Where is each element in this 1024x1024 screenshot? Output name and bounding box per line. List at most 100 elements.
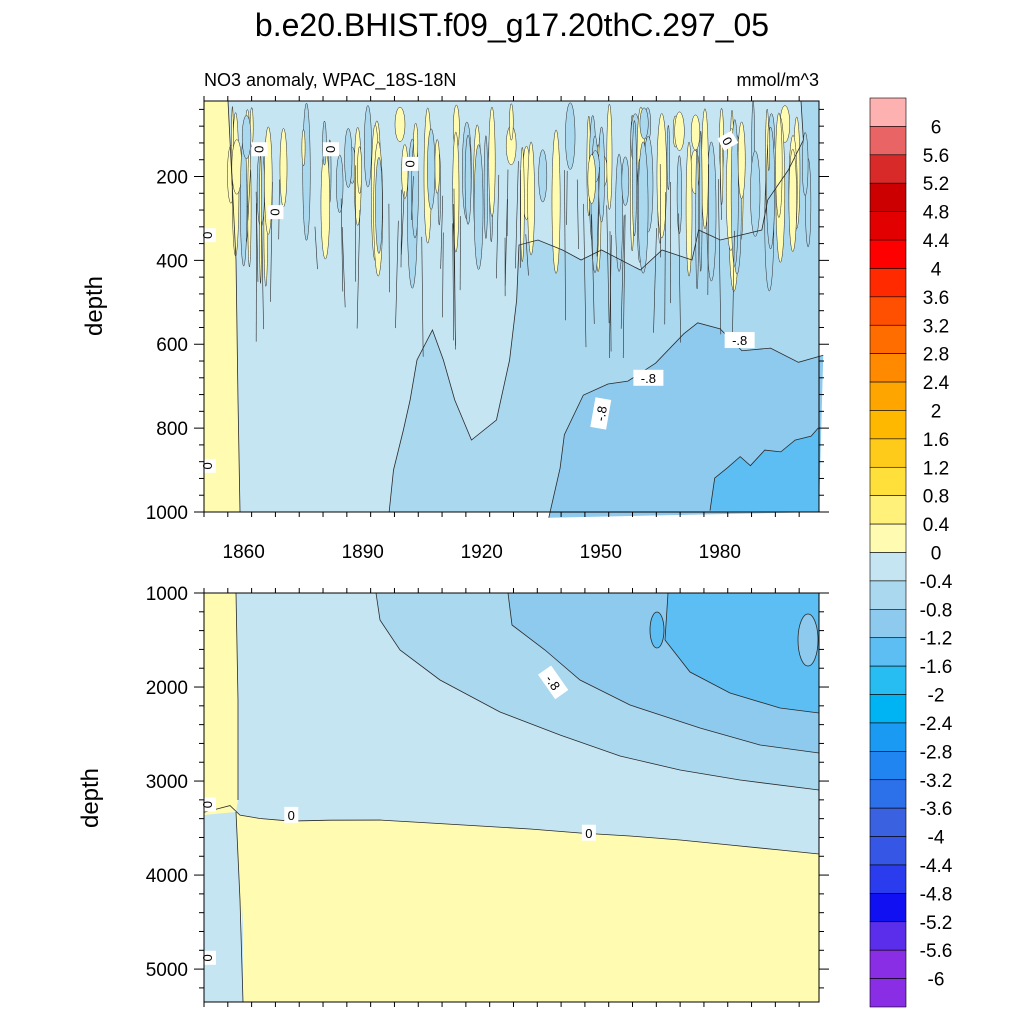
deep-streak — [591, 214, 595, 324]
contour-label-text: 0 — [585, 826, 592, 841]
surface-streak — [551, 129, 561, 274]
contour-label-box — [538, 665, 569, 700]
surface-streak — [301, 129, 306, 167]
upper-contour-panel: 0 0 0 0 0 0 0 -.8 -.8 -.8 1860 1890 1920 1950 1980 20… — [81, 96, 829, 563]
deep-streak — [732, 230, 735, 338]
deep-streak — [596, 167, 600, 257]
deep-streak — [388, 203, 390, 293]
surface-streak — [685, 141, 693, 277]
contour-label: -.8 — [538, 665, 569, 700]
colorbar-label: -1.6 — [920, 657, 953, 678]
deep-streak — [622, 214, 626, 359]
deep-streak — [440, 195, 444, 269]
x-tick-label: 1980 — [699, 542, 741, 563]
colorbar-label: 6 — [931, 117, 942, 138]
colorbar-swatch — [869, 324, 907, 354]
contour-label-box — [322, 142, 339, 157]
colorbar-label: 0.4 — [923, 515, 950, 536]
lower-contour-minus-04 — [375, 592, 820, 791]
contour-line-minus-08 — [548, 322, 824, 518]
colorbar-label: 3.2 — [923, 316, 949, 337]
surface-streak — [259, 152, 262, 284]
colorbar-label: -0.8 — [920, 600, 953, 621]
contour-label-text: 0 — [200, 954, 215, 961]
y-tick-label: 4000 — [146, 866, 188, 887]
deep-streak — [340, 198, 344, 292]
colorbar-label: 5.2 — [923, 174, 949, 195]
colorbar-label: 1.6 — [923, 430, 949, 451]
colorbar-label: -3.2 — [920, 771, 953, 792]
upper-contour-fill — [204, 100, 824, 520]
surface-streak — [666, 125, 670, 191]
colorbar-label: 2.4 — [923, 373, 950, 394]
colorbar-swatch — [869, 609, 907, 639]
deep-streak — [664, 192, 666, 325]
surface-streak — [695, 148, 699, 290]
surface-streak — [587, 154, 596, 204]
deep-streak — [255, 191, 259, 282]
lower-contour-labels: 0 0 0 0 -.8 — [199, 665, 596, 965]
colorbar-swatch — [869, 381, 907, 411]
contour-label: 0 — [402, 156, 419, 171]
deep-streak — [314, 226, 318, 270]
deep-streak — [496, 174, 500, 279]
contour-label-box — [251, 142, 268, 157]
contour-label-text: 0 — [200, 232, 215, 239]
colorbar-swatch — [869, 97, 907, 127]
upper-x-axis: 1860 1890 1920 1950 1980 — [203, 96, 800, 563]
colorbar-swatch — [869, 211, 907, 241]
colorbar-swatch — [869, 836, 907, 866]
surface-streak — [336, 154, 344, 213]
surface-streak — [527, 141, 535, 256]
deep-streak — [395, 220, 399, 329]
contour-label-box — [284, 806, 299, 823]
contour-label-box — [267, 205, 284, 220]
x-tick-label: 1950 — [580, 542, 622, 563]
lower-contour-minus-08 — [507, 592, 820, 754]
surface-streak — [775, 112, 783, 218]
deep-streak — [564, 170, 566, 321]
colorbar-swatch — [869, 665, 907, 695]
colorbar: 6 5.6 5.2 4.8 4.4 4 3.6 3.2 2.8 2.4 2 1.6 1.2 0.8 0.4 0… — [869, 97, 953, 1008]
deep-streak — [653, 228, 657, 333]
contour-label: 0 — [251, 142, 268, 157]
surface-streak — [767, 124, 770, 171]
contour-label: 0 — [267, 205, 284, 220]
colorbar-label: -1.2 — [920, 629, 953, 650]
colorbar-label: 1.2 — [923, 458, 949, 479]
colorbar-label: -4.4 — [920, 856, 953, 877]
surface-streak — [639, 107, 649, 140]
contour-label-box — [590, 397, 612, 430]
contour-label-text: 0 — [200, 462, 215, 469]
lower-contour-panel: 0 0 0 0 -.8 1000 2000 3000 4000 5000 depth — [77, 584, 829, 1007]
lower-contour-minus-12 — [664, 592, 820, 714]
colorbar-label: 5.6 — [923, 146, 949, 167]
surface-streak — [364, 105, 372, 188]
contour-label-text: -.8 — [641, 371, 656, 386]
y-tick-label: 1000 — [146, 584, 188, 605]
surface-streak — [241, 115, 252, 160]
deep-streak — [606, 205, 610, 324]
lower-contour-lines — [203, 592, 820, 1003]
colorbar-swatch — [869, 978, 907, 1008]
y-tick-label: 2000 — [146, 678, 188, 699]
colorbar-swatch — [869, 353, 907, 383]
colorbar-swatch — [869, 807, 907, 837]
contour-label-box — [724, 332, 755, 349]
colorbar-label: 2.8 — [923, 345, 949, 366]
surface-streak — [357, 146, 362, 194]
y-tick-label: 600 — [156, 335, 188, 356]
lower-plot-frame — [203, 592, 820, 1003]
surface-streak — [464, 134, 472, 225]
deep-streak — [620, 215, 625, 329]
surface-streak — [674, 111, 685, 151]
deep-streak — [566, 170, 568, 225]
contour-label: 0 — [284, 806, 299, 823]
deep-streak — [707, 164, 709, 295]
deep-streak — [356, 209, 361, 329]
contour-label: 0 — [717, 130, 739, 151]
upper-contour-lines — [227, 100, 824, 518]
contour-label-text: 0 — [200, 801, 215, 808]
contour-label-box — [717, 130, 739, 151]
upper-plot-frame — [203, 100, 820, 513]
